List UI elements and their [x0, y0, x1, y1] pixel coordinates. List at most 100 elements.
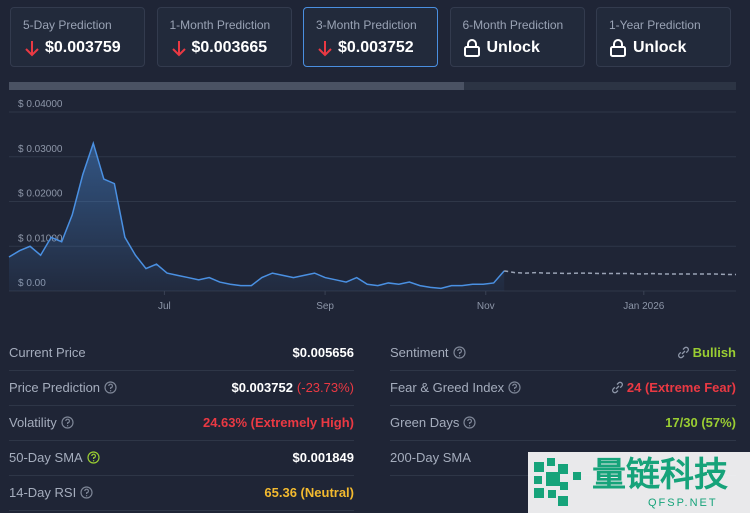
stat-value-text: 24.63% (Extremely High)	[202, 415, 354, 430]
stat-value-text: $0.001849	[292, 450, 354, 465]
price-line	[8, 140, 505, 290]
y-tick-label: $ 0.01000	[18, 233, 63, 244]
help-icon[interactable]	[104, 381, 117, 394]
help-icon[interactable]	[452, 346, 466, 359]
tab-value: $0.003759	[45, 39, 121, 56]
stat-row: Current Price $0.005656	[9, 336, 354, 371]
help-dot	[66, 425, 69, 427]
prediction-tab[interactable]: 1-Year Prediction Unlock	[596, 7, 731, 67]
stat-value: 24 (Extreme Fear)	[611, 380, 736, 395]
link-icon	[611, 381, 623, 394]
help-dot	[86, 495, 88, 497]
tab-label: 5-Day Prediction	[23, 18, 112, 32]
help-glyph	[90, 453, 96, 459]
chart: $ 0.00$ 0.01000$ 0.02000$ 0.03000$ 0.040…	[8, 82, 736, 312]
tab-label: 6-Month Prediction	[462, 18, 564, 32]
prediction-tab[interactable]: 5-Day Prediction $0.003759	[10, 7, 145, 67]
help-circle	[80, 486, 93, 499]
stat-value-text: 24 (Extreme Fear)	[626, 380, 736, 395]
link-glyph	[677, 346, 689, 359]
y-tick-label: $ 0.04000	[18, 99, 63, 110]
y-tick-label: $ 0.03000	[18, 144, 63, 155]
stat-label: Fear & Greed Index	[390, 380, 521, 395]
lock-shackle	[466, 39, 477, 47]
arrow	[171, 41, 186, 57]
stat-label-text: Volatility	[9, 415, 57, 430]
help-icon[interactable]	[61, 416, 74, 429]
tab-value: Unlock	[486, 39, 540, 56]
price-area	[9, 143, 505, 291]
link-glyph	[611, 381, 623, 394]
stat-value-text: $0.005656	[292, 345, 354, 360]
help-glyph	[467, 418, 473, 424]
stat-value: 24.63% (Extremely High)	[203, 415, 354, 430]
help-glyph	[64, 418, 70, 424]
x-tick-label: Sep	[316, 301, 334, 312]
stat-row: 50-Day SMA $0.001849	[9, 441, 354, 476]
stat-value-text: 65.36 (Neutral)	[264, 485, 354, 500]
help-icon[interactable]	[87, 451, 100, 464]
stat-row: Volatility 24.63% (Extremely High)	[9, 406, 354, 441]
down-arrow	[25, 41, 39, 57]
stat-label: 50-Day SMA	[9, 450, 100, 465]
stat-row: Green Days 17/30 (57%)	[390, 406, 736, 441]
help-glyph	[456, 348, 462, 354]
help-dot	[109, 390, 112, 392]
stat-value: $0.005656	[293, 345, 354, 360]
stat-label-text: Fear & Greed Index	[390, 380, 505, 395]
scroll-thumb[interactable]	[9, 82, 464, 90]
lock-body	[610, 46, 626, 57]
stat-value: $0.003752 (-23.73%)	[231, 380, 354, 395]
stat-row: 14-Day RSI 65.36 (Neutral)	[9, 476, 354, 511]
lock-icon	[610, 39, 626, 57]
stat-change: (-23.73%)	[296, 380, 354, 395]
stat-label-text: Sentiment	[390, 345, 449, 360]
help-circle	[508, 381, 521, 394]
help-circle	[87, 451, 100, 464]
help-icon[interactable]	[508, 381, 521, 394]
tab-label: 1-Year Prediction	[609, 18, 701, 32]
prediction-tab[interactable]: 6-Month Prediction Unlock	[449, 7, 585, 67]
prediction-tab[interactable]: 3-Month Prediction $0.003752	[303, 7, 438, 67]
stat-label: Volatility	[9, 415, 74, 430]
lock-icon	[463, 39, 480, 57]
down-arrow	[318, 41, 332, 57]
stat-label-text: 14-Day RSI	[9, 485, 77, 500]
x-tick-label: Jan 2026	[623, 301, 665, 312]
stat-label: Current Price	[9, 345, 86, 360]
help-circle	[452, 346, 466, 359]
help-circle	[61, 416, 74, 429]
help-icon[interactable]	[463, 416, 476, 429]
stat-label: Price Prediction	[9, 380, 117, 395]
prediction-line	[504, 270, 736, 276]
help-icon[interactable]	[80, 486, 93, 499]
tab-value: $0.003752	[338, 39, 414, 56]
help-dot	[92, 460, 95, 462]
prediction-tab[interactable]: 1-Month Prediction $0.003665	[156, 7, 292, 67]
stat-label-text: Current Price	[9, 345, 86, 360]
arrow	[25, 41, 39, 57]
help-circle	[463, 416, 476, 429]
help-glyph	[84, 488, 90, 494]
arrow	[318, 41, 332, 57]
stat-value-text: $0.003752	[231, 380, 293, 395]
lock-shackle	[613, 39, 623, 47]
watermark-title: 量链科技	[592, 456, 728, 494]
help-glyph	[512, 383, 518, 389]
stat-value: $0.001849	[293, 450, 354, 465]
help-circle	[104, 381, 117, 394]
stat-label: 200-Day SMA	[390, 450, 471, 465]
stat-row: Fear & Greed Index 24 (Extreme Fear)	[390, 371, 736, 406]
y-tick-label: $ 0.02000	[18, 189, 63, 200]
x-tick-label: Nov	[477, 301, 495, 312]
stat-label-text: Green Days	[390, 415, 460, 430]
tab-label: 3-Month Prediction	[316, 18, 417, 32]
stat-value-text: 17/30 (57%)	[665, 415, 736, 430]
stat-label-text: Price Prediction	[9, 380, 101, 395]
stat-value-text: Bullish	[692, 345, 736, 360]
help-dot	[514, 390, 516, 392]
stat-label: 14-Day RSI	[9, 485, 93, 500]
stat-value: Bullish	[677, 345, 736, 360]
stat-row: Sentiment Bullish	[390, 336, 736, 371]
